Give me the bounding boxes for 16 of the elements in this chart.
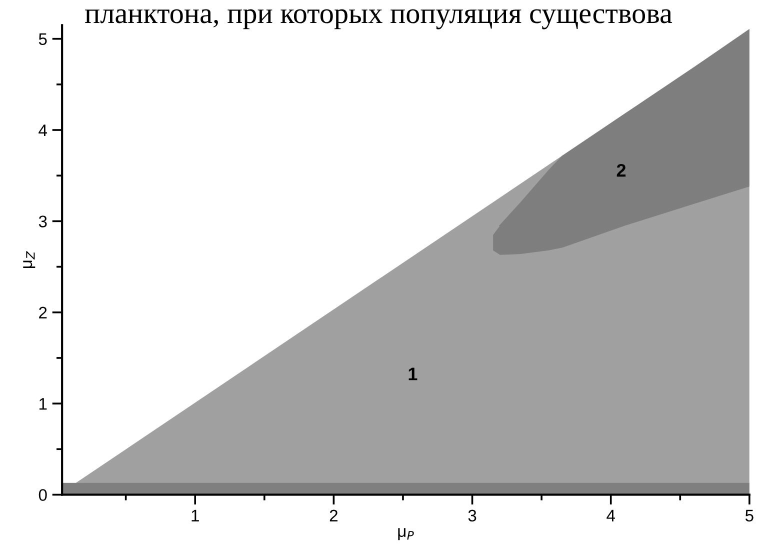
x-tick-label: 3	[468, 510, 476, 522]
series-label: 1	[408, 368, 418, 380]
y-tick-label: 4	[38, 124, 48, 136]
x-tick-label: 1	[192, 510, 199, 522]
x-tick-label: 4	[606, 510, 615, 522]
y-tick-label: 0	[38, 489, 47, 501]
x-axis-title: μ$_{P}$	[398, 528, 414, 540]
y-tick-label: 5	[38, 33, 47, 46]
annotation: планктона, при которых популяция существова	[85, 9, 672, 30]
x-tick-label: 5	[745, 510, 754, 522]
y-tick-label: 1	[39, 398, 47, 410]
y-tick-label: 3	[38, 216, 47, 228]
y-tick-label: 2	[39, 306, 47, 318]
text: 2	[616, 164, 626, 177]
y-axis-title: μ$_{Z}$	[23, 251, 36, 268]
x-tick-label: 2	[330, 510, 338, 522]
